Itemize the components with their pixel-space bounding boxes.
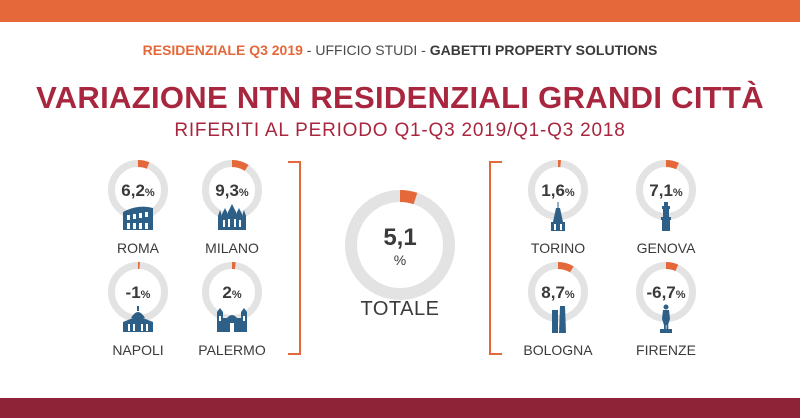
bottom-accent-bar <box>0 398 800 418</box>
page-title: VARIAZIONE NTN RESIDENZIALI GRANDI CITTÀ <box>36 80 764 115</box>
ring-value-arc <box>665 160 679 170</box>
ring-value-arc <box>665 262 679 272</box>
right-bracket <box>489 161 502 355</box>
report-company: GABETTI PROPERTY SOLUTIONS <box>429 42 658 58</box>
cathedral-icon <box>217 308 247 332</box>
duomo-icon <box>218 204 246 230</box>
city-card-roma: 6,2% ROMA <box>86 160 190 278</box>
total-label: TOTALE <box>360 298 440 320</box>
city-value: 9,3% <box>215 181 249 200</box>
city-value: 7,1% <box>649 181 683 200</box>
report-header: RESIDENZIALE Q3 2019 - UFFICIO STUDI - G… <box>0 42 800 58</box>
report-period: RESIDENZIALE Q3 2019 <box>142 42 303 58</box>
city-name: FIRENZE <box>636 342 696 358</box>
ring-value-arc <box>557 262 574 273</box>
city-value: -1% <box>125 283 151 302</box>
header-separator: - <box>302 42 316 58</box>
city-card-bologna: 8,7% BOLOGNA <box>506 262 610 380</box>
total-unit: % <box>393 252 407 268</box>
city-card-torino: 1,6% TORINO <box>506 160 610 278</box>
city-card-milano: 9,3% MILANO <box>180 160 284 278</box>
city-value: -6,7% <box>646 283 686 302</box>
left-bracket <box>288 161 301 355</box>
ring-value-arc <box>231 160 249 171</box>
lighthouse-icon <box>661 202 671 231</box>
david-statue-icon <box>660 304 672 333</box>
city-name: ROMA <box>117 240 159 256</box>
ring-gauge <box>345 190 455 300</box>
ring-value-arc <box>399 190 418 205</box>
city-card-genova: 7,1% GENOVA <box>614 160 718 278</box>
header-separator: - <box>417 42 430 58</box>
city-name: TORINO <box>530 240 586 256</box>
city-name: PALERMO <box>198 342 266 358</box>
colosseum-icon <box>123 206 153 230</box>
city-value: 8,7% <box>541 283 575 302</box>
top-accent-bar <box>0 0 800 22</box>
city-value: 6,2% <box>121 181 155 200</box>
total-value: 5,1 <box>383 224 417 251</box>
page-subtitle: RIFERITI AL PERIODO Q1-Q3 2019/Q1-Q3 201… <box>174 120 626 141</box>
city-value: 1,6% <box>541 181 575 200</box>
mole-antonelliana-icon <box>551 202 565 231</box>
total-card: 5,1 % TOTALE <box>340 190 460 330</box>
city-card-napoli: -1% NAPOLI <box>86 262 190 380</box>
city-name: BOLOGNA <box>523 342 593 358</box>
city-card-firenze: -6,7% FIRENZE <box>614 262 718 380</box>
towers-icon <box>552 306 566 333</box>
domed-church-icon <box>123 306 153 332</box>
city-name: GENOVA <box>636 240 696 256</box>
city-value: 2% <box>222 283 242 302</box>
city-card-palermo: 2% PALERMO <box>180 262 284 380</box>
city-name: MILANO <box>205 240 259 256</box>
ring-value-arc <box>137 160 150 169</box>
report-department: UFFICIO STUDI <box>315 42 418 58</box>
city-name: NAPOLI <box>112 342 164 358</box>
